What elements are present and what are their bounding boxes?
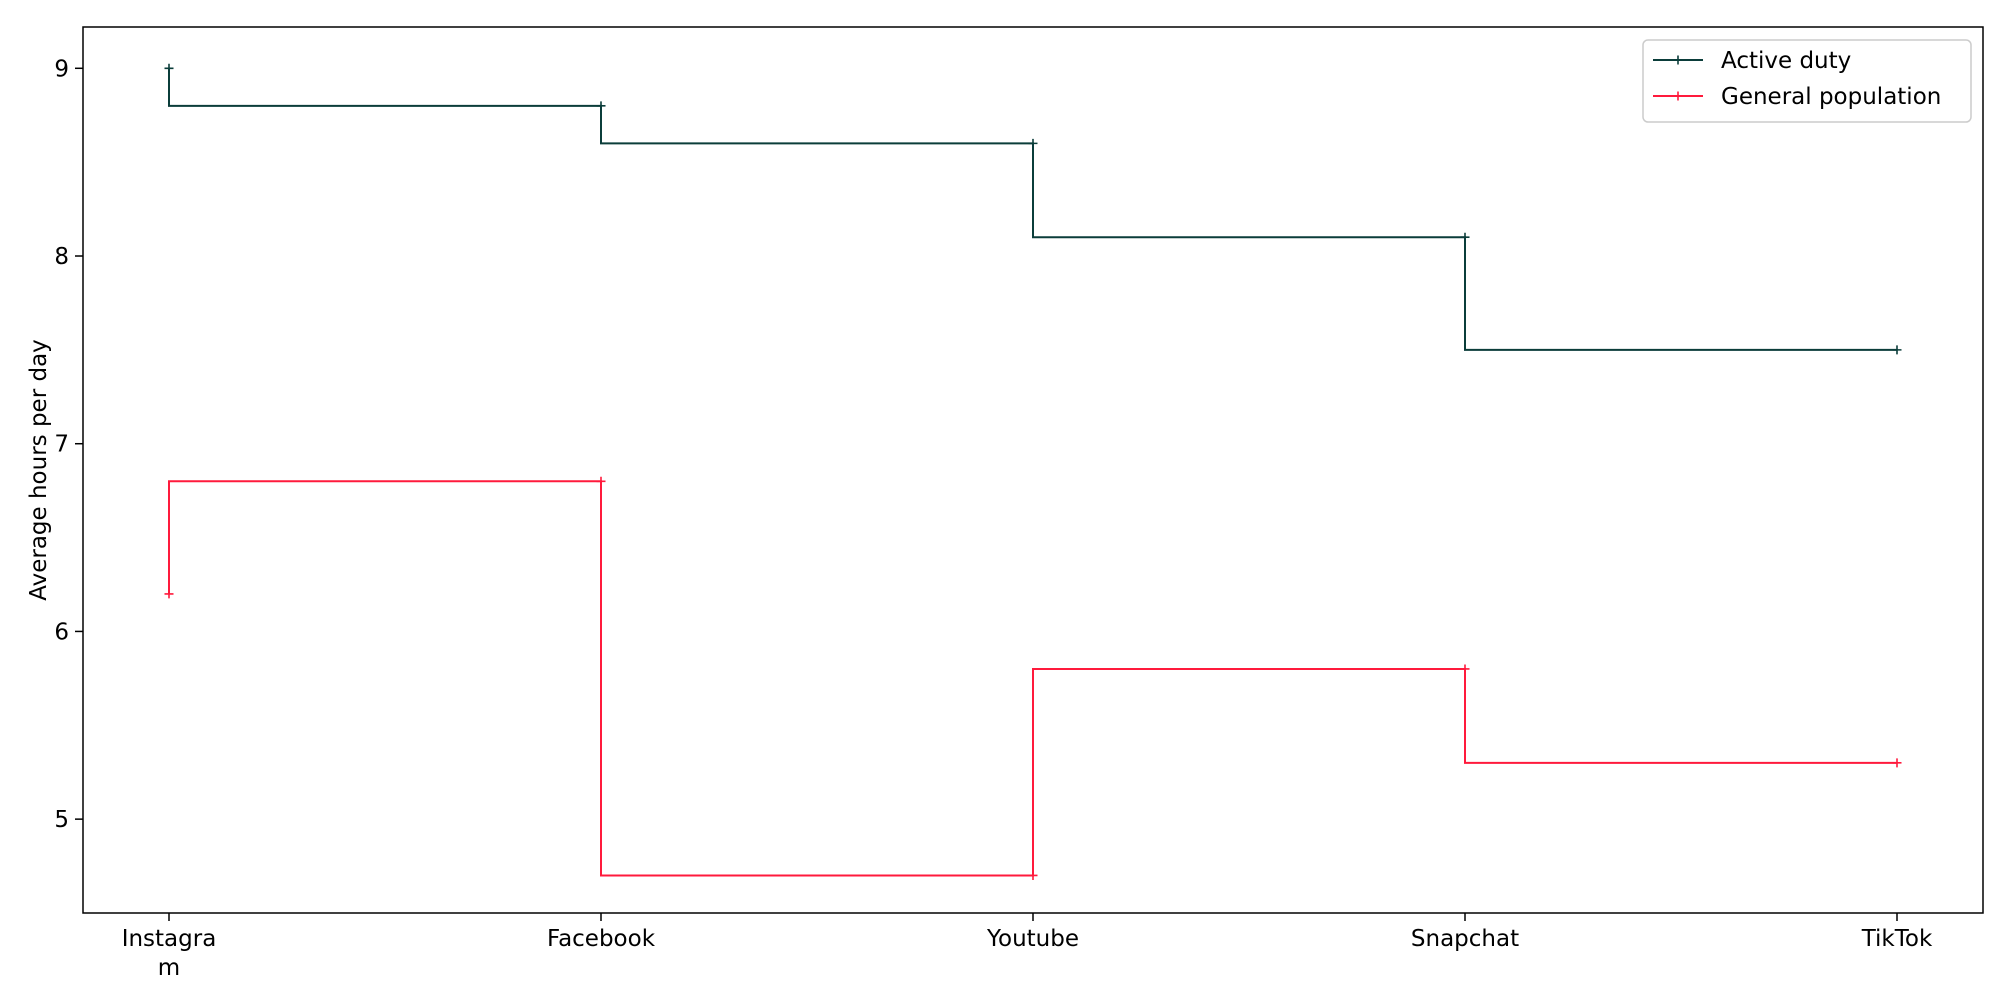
data-point <box>596 476 606 486</box>
data-point <box>1028 138 1038 148</box>
y-tick-label: 5 <box>54 807 69 833</box>
y-tick-label: 6 <box>54 619 69 645</box>
y-tick-label: 7 <box>54 432 69 458</box>
series-1 <box>164 476 1902 880</box>
data-point <box>1028 870 1038 880</box>
x-axis: Instagra m Facebook Youtube Snapchat TikTok <box>122 913 1933 981</box>
series-line <box>168 480 1897 877</box>
legend-item: Active duty <box>1653 48 1851 74</box>
data-point <box>1460 664 1470 674</box>
y-axis: 5 6 7 8 9 <box>54 56 83 833</box>
y-tick-label: 9 <box>54 56 69 82</box>
legend-marker <box>1673 55 1683 65</box>
legend-label: Active duty <box>1721 48 1851 74</box>
series-layer <box>164 63 1902 880</box>
series-line <box>168 68 1897 351</box>
x-tick-label: Youtube <box>986 926 1079 952</box>
data-point <box>164 589 174 599</box>
legend-item: General population <box>1653 84 1941 110</box>
data-point <box>164 63 174 73</box>
y-axis-label: Average hours per day <box>26 339 52 601</box>
x-tick-label: Instagra m <box>122 926 217 981</box>
x-tick-label: TikTok <box>1861 926 1933 952</box>
data-point <box>596 101 606 111</box>
legend-label: General population <box>1721 84 1941 110</box>
x-tick-label: Facebook <box>547 926 656 952</box>
legend: Active duty General population <box>1642 39 1972 123</box>
data-point <box>1892 345 1902 355</box>
legend-box <box>1642 39 1972 123</box>
x-tick-label: Snapchat <box>1411 926 1519 952</box>
legend-marker <box>1673 91 1683 101</box>
data-point <box>1892 758 1902 768</box>
series-0 <box>164 63 1902 355</box>
data-point <box>1460 232 1470 242</box>
y-tick-label: 8 <box>54 244 69 270</box>
